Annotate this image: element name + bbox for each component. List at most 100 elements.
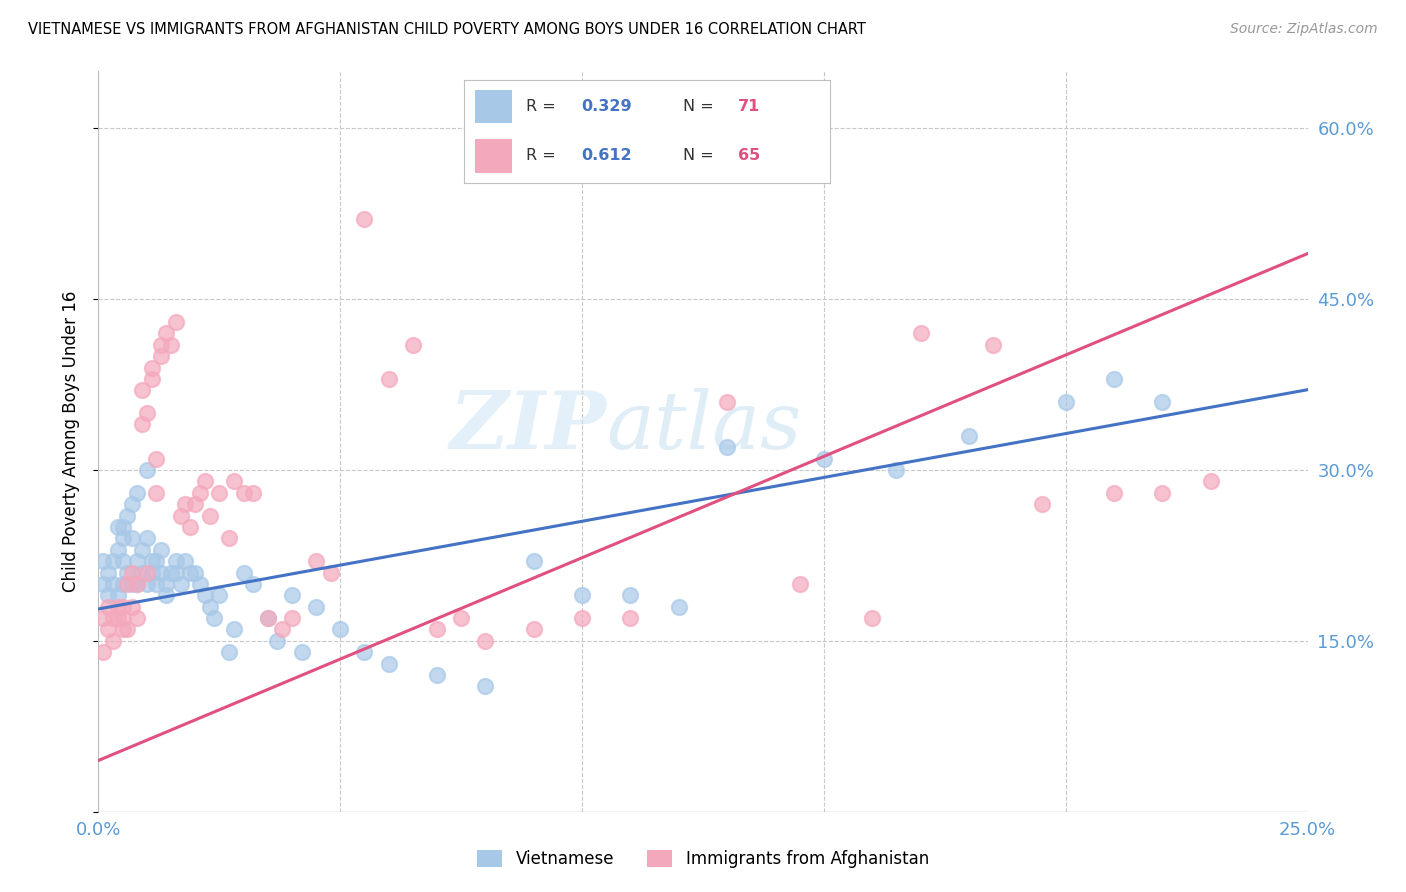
Point [169, 508, 191, 523]
Point [174, 497, 197, 511]
Point [188, 485, 211, 500]
Point [121, 497, 143, 511]
Point [813, 451, 835, 466]
Point [111, 554, 134, 568]
Point [218, 532, 240, 546]
Point [981, 337, 1004, 351]
Point [281, 588, 304, 602]
Point [101, 554, 124, 568]
Point [860, 611, 883, 625]
Point [450, 611, 472, 625]
Point [111, 532, 134, 546]
Point [1031, 497, 1053, 511]
Point [329, 623, 352, 637]
Point [107, 611, 129, 625]
Point [1199, 475, 1222, 489]
Text: R =: R = [526, 148, 561, 162]
Point [155, 326, 177, 341]
Point [127, 577, 149, 591]
Point [97, 588, 120, 602]
Point [305, 554, 328, 568]
Point [111, 611, 134, 625]
Point [135, 532, 157, 546]
Point [271, 623, 294, 637]
Text: 65: 65 [738, 148, 761, 162]
Point [121, 532, 143, 546]
Point [426, 623, 449, 637]
Point [97, 599, 120, 614]
Point [179, 566, 201, 580]
Point [169, 577, 191, 591]
Y-axis label: Child Poverty Among Boys Under 16: Child Poverty Among Boys Under 16 [62, 291, 80, 592]
Point [101, 611, 124, 625]
Point [957, 429, 980, 443]
Legend: Vietnamese, Immigrants from Afghanistan: Vietnamese, Immigrants from Afghanistan [471, 843, 935, 875]
Point [135, 566, 157, 580]
Point [107, 542, 129, 557]
Point [117, 508, 139, 523]
Point [174, 554, 197, 568]
Point [1102, 485, 1125, 500]
Point [150, 337, 173, 351]
Point [150, 542, 173, 557]
Point [145, 554, 167, 568]
Point [121, 599, 143, 614]
Point [619, 611, 641, 625]
Text: Source: ZipAtlas.com: Source: ZipAtlas.com [1230, 22, 1378, 37]
Point [290, 645, 312, 659]
Text: 0.612: 0.612 [581, 148, 631, 162]
Point [474, 680, 496, 694]
Point [135, 463, 157, 477]
Point [145, 577, 167, 591]
Point [111, 520, 134, 534]
Point [256, 611, 278, 625]
Text: 71: 71 [738, 99, 761, 114]
Point [141, 372, 163, 386]
Point [117, 577, 139, 591]
Point [208, 588, 231, 602]
Point [141, 360, 163, 375]
Point [131, 384, 153, 398]
Point [222, 623, 245, 637]
Point [1054, 394, 1077, 409]
Point [426, 668, 449, 682]
Text: N =: N = [683, 148, 720, 162]
Point [242, 577, 264, 591]
Point [145, 451, 167, 466]
Point [619, 588, 641, 602]
Point [353, 645, 375, 659]
Point [184, 566, 207, 580]
Point [377, 372, 399, 386]
Point [1152, 485, 1174, 500]
Point [571, 588, 593, 602]
Point [319, 566, 342, 580]
Point [155, 588, 177, 602]
Text: ZIP: ZIP [450, 388, 606, 466]
Point [668, 599, 690, 614]
Point [194, 475, 217, 489]
Point [198, 508, 221, 523]
Point [135, 577, 157, 591]
Point [127, 554, 149, 568]
Point [208, 485, 231, 500]
Point [910, 326, 932, 341]
Point [165, 315, 187, 329]
Point [127, 485, 149, 500]
Point [1102, 372, 1125, 386]
Point [91, 645, 114, 659]
Point [256, 611, 278, 625]
Point [141, 566, 163, 580]
Point [111, 623, 134, 637]
Point [353, 212, 375, 227]
Point [222, 475, 245, 489]
Point [886, 463, 908, 477]
Point [91, 577, 114, 591]
Point [141, 554, 163, 568]
Point [91, 611, 114, 625]
Point [111, 599, 134, 614]
Point [150, 349, 173, 363]
Point [716, 440, 738, 454]
Point [107, 588, 129, 602]
Point [281, 611, 304, 625]
Point [131, 417, 153, 432]
